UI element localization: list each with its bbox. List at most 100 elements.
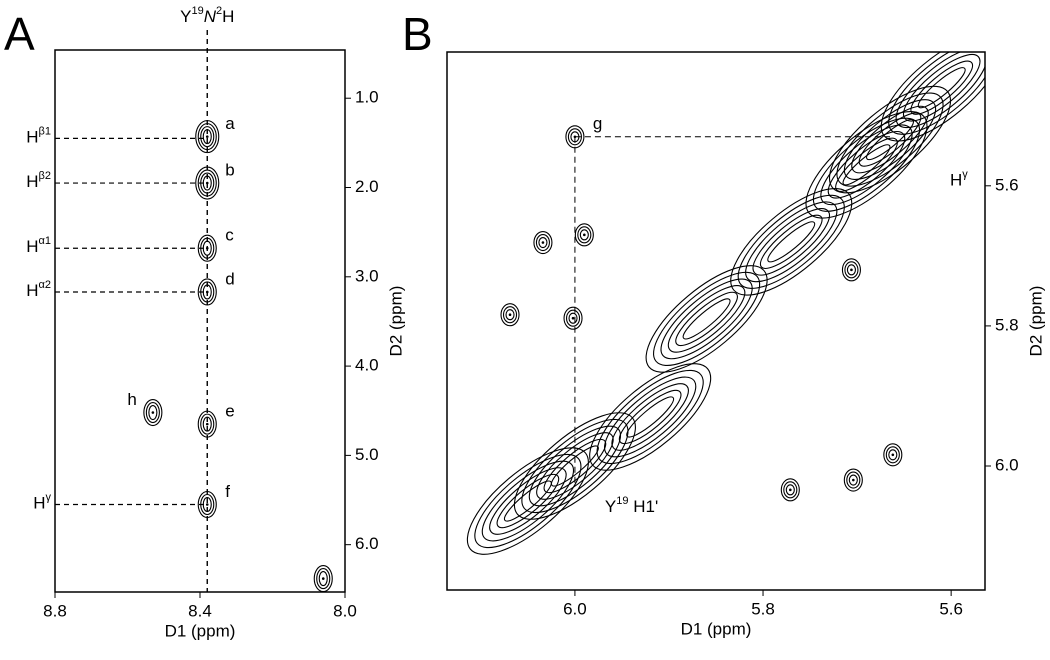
peak-center xyxy=(508,313,512,316)
peak-label: b xyxy=(225,161,234,180)
superscript: β2 xyxy=(39,170,51,182)
superscript: γ xyxy=(962,168,968,180)
contour xyxy=(652,271,761,366)
peak-label: g xyxy=(593,114,602,133)
superscript: β1 xyxy=(39,125,51,137)
peak-center xyxy=(321,577,325,580)
contour xyxy=(846,471,861,489)
contour xyxy=(604,376,697,458)
peak-center xyxy=(205,422,209,426)
contour xyxy=(148,404,158,421)
contour xyxy=(533,230,553,255)
label-part: N xyxy=(204,7,217,26)
contour xyxy=(626,396,675,438)
peak-center xyxy=(852,478,855,482)
contour xyxy=(660,278,753,360)
label-part: H xyxy=(950,171,962,190)
contour xyxy=(841,258,861,282)
contour xyxy=(502,306,518,324)
annotation: Hα1 xyxy=(26,235,51,257)
contour xyxy=(848,474,858,486)
y-tick-label: 6.0 xyxy=(995,455,1019,474)
annotation: Y19N2H xyxy=(180,5,234,27)
contour xyxy=(316,568,331,590)
contour xyxy=(675,291,738,347)
contour xyxy=(481,460,575,542)
peak-center xyxy=(850,268,853,272)
plot-area xyxy=(143,120,333,592)
y-tick-label: 5.6 xyxy=(995,175,1019,194)
contour xyxy=(851,105,929,174)
contour xyxy=(143,398,163,427)
y-tick-label: 3.0 xyxy=(355,266,379,285)
contour xyxy=(500,303,520,327)
contour xyxy=(489,467,567,535)
contour xyxy=(737,194,845,289)
x-tick-label: 5.6 xyxy=(939,599,963,618)
contour xyxy=(496,473,560,529)
contour xyxy=(843,468,863,492)
contour xyxy=(313,565,333,592)
contour xyxy=(888,52,985,135)
x-tick-label: 6.0 xyxy=(563,599,587,618)
y-tick-label: 4.0 xyxy=(355,356,379,375)
y-axis-label: D2 (ppm) xyxy=(1026,286,1045,357)
peak-center xyxy=(583,233,586,237)
contour xyxy=(200,413,215,435)
panel-letter: B xyxy=(402,8,433,60)
contour xyxy=(565,309,581,327)
contour xyxy=(835,137,898,192)
peak-label: a xyxy=(225,114,235,133)
annotation: Hγ xyxy=(33,491,51,513)
annotation: Y19 H1' xyxy=(605,495,658,517)
x-axis-label: D1 (ppm) xyxy=(681,619,752,638)
contour xyxy=(682,298,731,340)
contour xyxy=(568,312,578,324)
y-tick-label: 5.8 xyxy=(995,315,1019,334)
x-axis-label: D1 (ppm) xyxy=(165,621,236,640)
annotation: Hβ2 xyxy=(26,170,51,192)
contour xyxy=(883,443,903,467)
contour xyxy=(618,389,682,445)
peak-center xyxy=(151,411,155,414)
contour xyxy=(474,453,582,549)
peak-center xyxy=(205,503,209,506)
contour xyxy=(505,309,515,321)
peak-label: h xyxy=(127,390,136,409)
annotation: Hα2 xyxy=(26,279,51,301)
superscript: 2 xyxy=(216,5,222,17)
contour xyxy=(858,112,922,167)
peak-label: d xyxy=(225,269,234,288)
contour xyxy=(903,53,981,122)
contour xyxy=(466,447,589,555)
contour xyxy=(645,265,768,373)
peak-label: f xyxy=(225,482,230,501)
x-tick-label: 5.8 xyxy=(751,599,775,618)
peak-center xyxy=(205,135,209,138)
panel-letter: A xyxy=(4,8,35,60)
annotation: Hβ1 xyxy=(26,125,51,147)
plot-frame xyxy=(446,51,986,591)
peak-center xyxy=(891,453,895,457)
contour xyxy=(596,369,704,465)
y-tick-label: 1.0 xyxy=(355,88,379,107)
contour xyxy=(805,110,928,219)
label-part: Y xyxy=(180,7,191,26)
peak-center xyxy=(571,316,575,320)
contour xyxy=(145,401,160,424)
contour xyxy=(888,449,898,461)
label-part: H xyxy=(26,238,38,257)
contour xyxy=(780,478,800,502)
label-part: H xyxy=(26,281,38,300)
plot-area xyxy=(466,52,985,555)
peak-label: e xyxy=(225,402,234,421)
superscript: α2 xyxy=(39,279,51,291)
contour xyxy=(318,571,328,587)
contour xyxy=(667,285,746,353)
contour xyxy=(577,226,592,244)
contour xyxy=(503,480,552,522)
contour xyxy=(880,52,985,142)
y-tick-label: 5.0 xyxy=(355,445,379,464)
label-part: H xyxy=(33,494,45,513)
peak-label: c xyxy=(225,226,234,245)
